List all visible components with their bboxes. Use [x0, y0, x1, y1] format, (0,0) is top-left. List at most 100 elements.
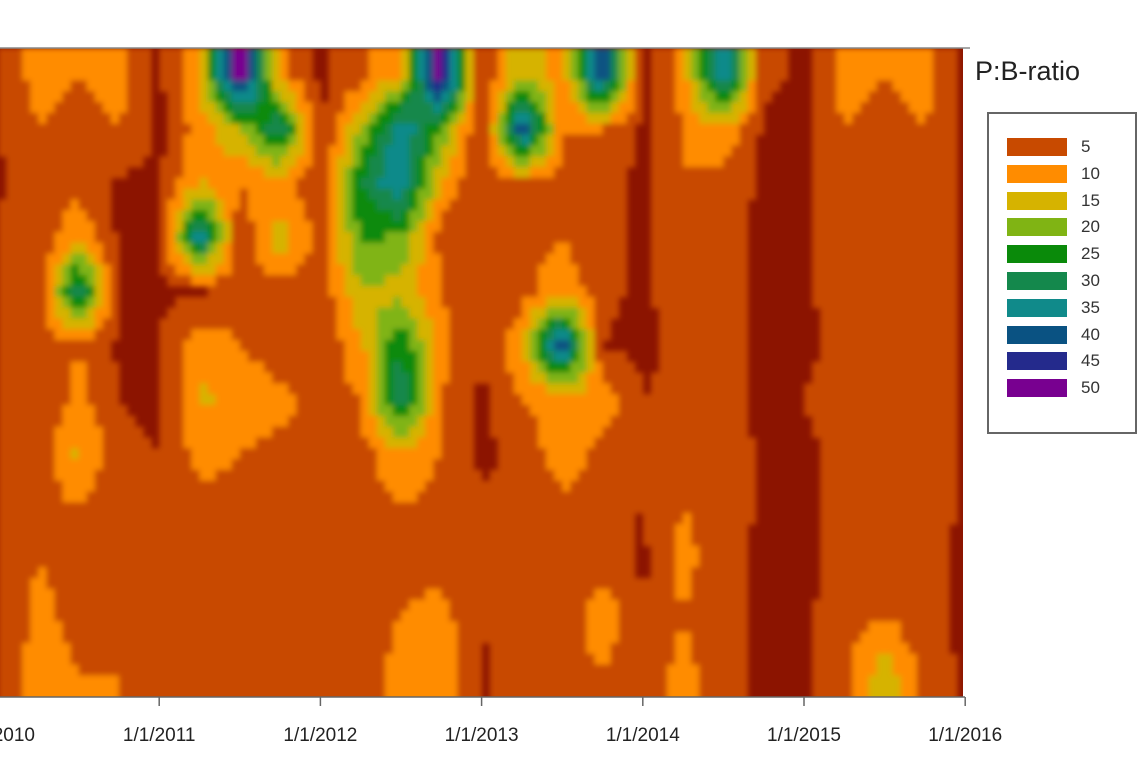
contour-cell — [46, 275, 56, 287]
contour-cell — [320, 307, 330, 320]
contour-cell — [263, 621, 273, 633]
contour-cell — [554, 199, 563, 211]
contour-cell — [207, 285, 217, 298]
contour-cell — [183, 588, 193, 601]
contour-cell — [384, 599, 394, 612]
contour-cell — [38, 394, 47, 406]
contour-cell — [699, 69, 708, 82]
contour-cell — [409, 588, 418, 601]
contour-cell — [570, 48, 579, 60]
contour-cell — [360, 285, 370, 298]
contour-cell — [578, 426, 587, 438]
contour-cell — [457, 156, 467, 168]
contour-cell — [481, 102, 491, 114]
contour-cell — [62, 296, 72, 309]
contour-cell — [328, 199, 338, 211]
contour-cell — [304, 91, 313, 103]
contour-cell — [521, 556, 531, 568]
contour-cell — [562, 253, 571, 265]
contour-cell — [0, 534, 7, 547]
contour-cell — [610, 350, 620, 363]
contour-cell — [263, 210, 273, 222]
contour-cell — [610, 221, 620, 233]
contour-cell — [54, 231, 64, 244]
contour-cell — [352, 69, 362, 82]
contour-cell — [401, 112, 410, 125]
contour-cell — [360, 318, 370, 330]
contour-cell — [110, 469, 120, 482]
contour-cell — [449, 253, 459, 265]
contour-cell — [22, 340, 31, 352]
contour-cell — [280, 102, 289, 114]
contour-cell — [183, 145, 193, 157]
contour-cell — [675, 48, 684, 60]
contour-cell — [433, 459, 442, 471]
contour-cell — [497, 242, 507, 255]
contour-cell — [296, 632, 305, 644]
contour-cell — [118, 91, 128, 103]
contour-cell — [417, 242, 426, 255]
contour-cell — [0, 340, 7, 352]
contour-cell — [473, 621, 483, 633]
contour-cell — [62, 361, 72, 374]
contour-cell — [272, 123, 281, 136]
contour-cell — [441, 350, 450, 363]
contour-cell — [578, 567, 587, 579]
contour-cell — [586, 632, 596, 644]
contour-cell — [263, 145, 273, 157]
contour-cell — [554, 502, 563, 514]
contour-cell — [239, 296, 249, 309]
contour-cell — [78, 199, 88, 211]
contour-cell — [618, 264, 628, 276]
contour-cell — [263, 383, 273, 395]
contour-cell — [110, 394, 120, 406]
contour-cell — [231, 394, 241, 406]
contour-cell — [70, 275, 80, 287]
contour-cell — [666, 221, 676, 233]
contour-cell — [489, 296, 499, 309]
contour-cell — [368, 275, 378, 287]
contour-cell — [255, 231, 265, 244]
contour-cell — [570, 426, 579, 438]
contour-cell — [296, 653, 305, 666]
contour-cell — [570, 632, 579, 644]
contour-cell — [272, 112, 281, 125]
contour-cell — [683, 166, 692, 179]
contour-cell — [473, 340, 483, 352]
contour-cell — [441, 621, 450, 633]
contour-cell — [473, 578, 483, 590]
contour-cell — [126, 48, 136, 60]
contour-cell — [489, 621, 499, 633]
contour-cell — [151, 469, 160, 482]
contour-cell — [642, 404, 652, 417]
contour-cell — [224, 697, 233, 708]
contour-cell — [231, 285, 241, 298]
contour-cell — [30, 653, 39, 666]
contour-cell — [135, 578, 144, 590]
contour-cell — [384, 166, 394, 179]
contour-cell — [489, 404, 499, 417]
contour-cell — [296, 491, 305, 503]
contour-cell — [384, 242, 394, 255]
contour-cell — [384, 340, 394, 352]
contour-cell — [38, 426, 47, 438]
contour-cell — [376, 350, 386, 363]
contour-cell — [634, 80, 644, 92]
contour-cell — [135, 69, 144, 82]
contour-cell — [159, 156, 168, 168]
contour-cell — [546, 502, 555, 514]
contour-cell — [546, 69, 555, 82]
contour-cell — [296, 686, 305, 697]
contour-cell — [489, 318, 499, 330]
contour-cell — [247, 253, 257, 265]
contour-cell — [368, 523, 378, 536]
contour-cell — [247, 188, 257, 201]
contour-cell — [296, 58, 305, 71]
contour-cell — [223, 221, 233, 233]
contour-cell — [352, 404, 362, 417]
contour-cell — [352, 156, 362, 168]
contour-cell — [183, 675, 193, 687]
contour-cell — [521, 534, 531, 547]
contour-cell — [513, 264, 523, 276]
contour-cell — [521, 91, 531, 103]
